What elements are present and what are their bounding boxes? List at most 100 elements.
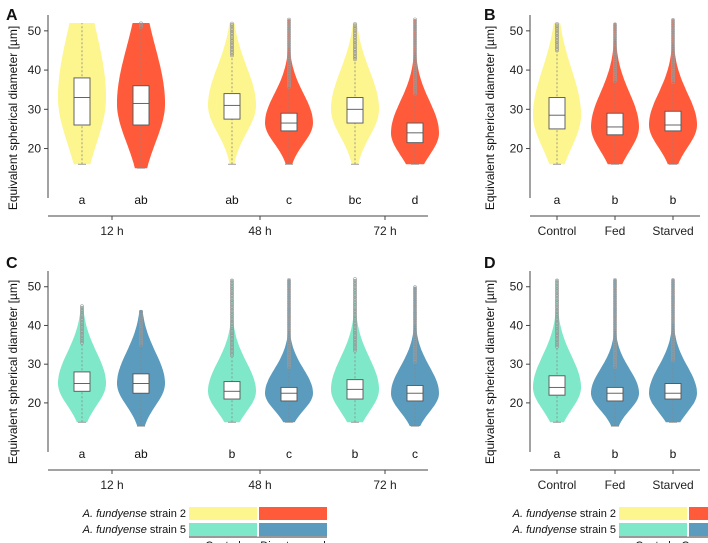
y-tick-label: 30	[510, 102, 524, 116]
outlier-point	[287, 79, 291, 84]
outlier-point	[413, 47, 417, 52]
outlier-point	[413, 56, 417, 61]
outlier-point	[671, 78, 675, 82]
legend-species: A. fundyense	[82, 508, 150, 520]
outlier-point	[613, 24, 617, 29]
iqr-box	[223, 381, 241, 400]
significance-label: ab	[134, 193, 148, 207]
outlier-point	[353, 55, 357, 60]
outlier-point	[353, 45, 357, 49]
outlier-point	[230, 28, 234, 33]
legend-col-treatment: Direct grazed	[260, 540, 325, 543]
outlier-point	[555, 30, 559, 35]
outlier-point	[287, 84, 291, 89]
outlier-point	[613, 278, 617, 282]
significance-label: c	[286, 447, 292, 461]
outlier-point	[139, 21, 143, 26]
outlier-point	[287, 24, 291, 29]
outlier-point	[613, 73, 617, 78]
outlier-point	[230, 44, 234, 49]
outlier-point	[671, 41, 675, 45]
significance-label: b	[352, 447, 359, 461]
outlier-point	[613, 29, 617, 34]
violin: b	[591, 278, 639, 461]
significance-label: a	[554, 193, 561, 207]
outlier-point	[671, 25, 675, 30]
outlier-point	[353, 53, 357, 58]
outlier-point	[613, 48, 617, 53]
x-group-label: Fed	[605, 478, 626, 492]
outlier-point	[671, 53, 675, 58]
violin: c	[391, 285, 439, 461]
outlier-point	[287, 74, 291, 79]
outlier-point	[230, 30, 234, 35]
y-tick-label: 50	[28, 280, 42, 294]
legend-col-control: Control	[635, 540, 670, 543]
outlier-point	[671, 62, 675, 67]
panel-A: A Equivalent spherical diameter [µm] 20 30 4…	[6, 7, 439, 238]
outlier-point	[287, 81, 291, 86]
outlier-point	[230, 48, 234, 52]
panel-letter: D	[484, 255, 496, 272]
outlier-point	[671, 72, 675, 77]
outlier-point	[287, 58, 291, 63]
outlier-point	[353, 50, 357, 55]
panel-C: C Equivalent spherical diameter [µm] 20 30 4…	[6, 255, 439, 492]
outlier-point	[413, 24, 417, 29]
iqr-box	[664, 110, 682, 132]
outlier-point	[353, 279, 357, 283]
outlier-point	[613, 59, 617, 64]
outlier-point	[613, 68, 617, 73]
violin: ab	[208, 21, 256, 207]
outlier-point	[671, 19, 675, 24]
y-tick-label: 20	[28, 142, 42, 156]
outlier-point	[613, 45, 617, 50]
iqr-box	[73, 77, 91, 126]
panel-letter: C	[6, 255, 18, 272]
outlier-point	[230, 280, 234, 285]
outlier-point	[230, 37, 234, 42]
outlier-point	[613, 36, 617, 41]
legend-row-strain5: A. fundyense strain 5	[82, 524, 186, 536]
legend-col-treatment: Caged copepods	[681, 540, 708, 543]
legend-swatch	[259, 507, 327, 520]
iqr-box	[606, 386, 624, 402]
outlier-point	[555, 43, 559, 48]
outlier-point	[555, 29, 559, 33]
outlier-point	[80, 306, 84, 310]
outlier-point	[287, 83, 291, 87]
outlier-point	[671, 42, 675, 47]
outlier-point	[230, 35, 234, 40]
legend-species: A. fundyense	[512, 508, 580, 520]
outlier-point	[287, 76, 291, 80]
iqr-box	[664, 383, 682, 400]
outlier-point	[613, 33, 617, 37]
violin-body	[533, 23, 581, 165]
outlier-point	[353, 52, 357, 56]
outlier-point	[413, 285, 417, 290]
significance-label: b	[670, 447, 677, 461]
significance-label: bc	[349, 193, 362, 207]
outlier-point	[413, 86, 417, 91]
outlier-point	[671, 21, 675, 26]
violin-body	[58, 306, 106, 423]
significance-label: c	[412, 447, 418, 461]
violin: a	[533, 278, 581, 461]
legend-species: A. fundyense	[512, 524, 580, 536]
outlier-point	[80, 304, 84, 309]
significance-label: ab	[134, 447, 148, 461]
outlier-point	[353, 39, 357, 44]
outlier-point	[613, 64, 617, 69]
outlier-point	[613, 34, 617, 39]
outlier-point	[353, 30, 357, 35]
legend-strain: strain 5	[580, 524, 616, 536]
x-group-label: 12 h	[100, 224, 123, 238]
iqr-box	[280, 112, 298, 132]
outlier-point	[353, 25, 357, 30]
outlier-point	[230, 23, 234, 28]
outlier-point	[413, 82, 417, 87]
outlier-point	[555, 22, 559, 26]
significance-label: a	[79, 447, 86, 461]
legend-row-strain2: A. fundyense strain 2	[512, 508, 616, 520]
x-group-label: 48 h	[248, 224, 271, 238]
